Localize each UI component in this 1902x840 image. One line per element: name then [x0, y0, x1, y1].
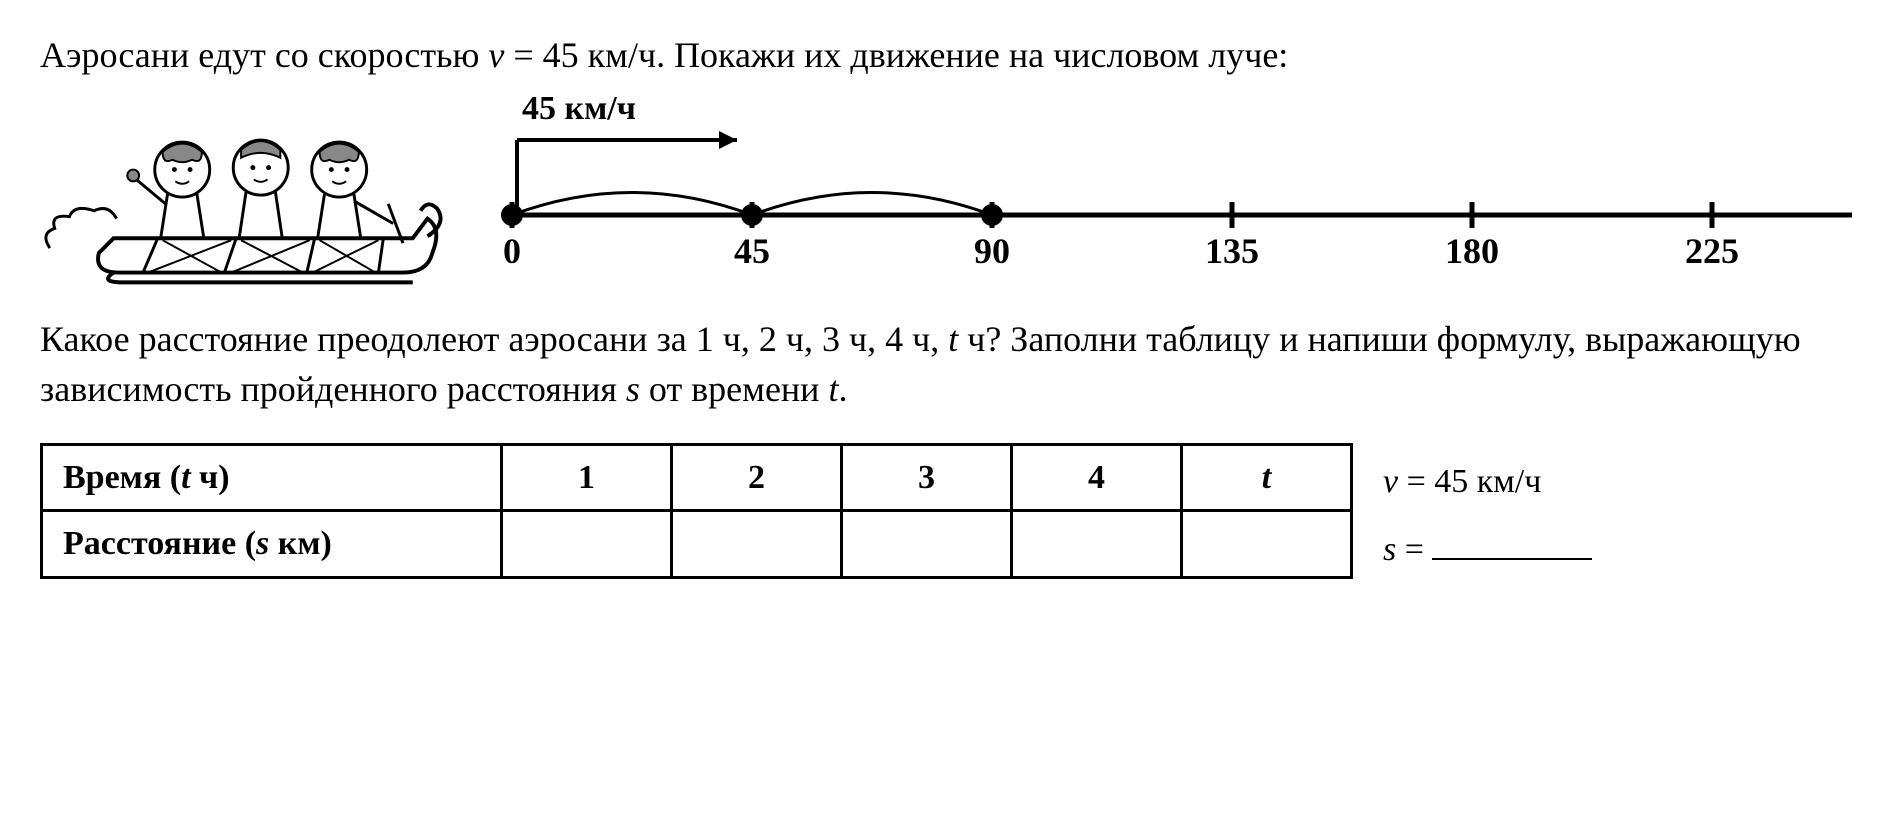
q-part3: от времени [640, 369, 829, 409]
svg-text:0: 0 [503, 231, 521, 271]
distance-label-cell: Расстояние (s км) [42, 511, 502, 578]
formulas-block: v = 45 км/ч s = [1383, 443, 1592, 584]
time-label-cell: Время (t ч) [42, 444, 502, 511]
problem-statement: Аэросани едут со скоростью v = 45 км/ч. … [40, 30, 1862, 80]
formula-v-text: = 45 км/ч [1398, 463, 1541, 500]
number-line-svg: 0 45 90 135 180 225 [482, 95, 1862, 275]
svg-text:225: 225 [1685, 231, 1739, 271]
speed-value: 45 км/ч [543, 35, 656, 75]
dist-cell-1[interactable] [502, 511, 672, 578]
q-var-t: t [948, 319, 958, 359]
time-cell-2[interactable]: 2 [672, 444, 842, 511]
data-table: Время (t ч) 1 2 3 4 t Расстояние (s км) [40, 443, 1353, 579]
time-label-2: ч) [191, 459, 230, 496]
table-row-distance: Расстояние (s км) [42, 511, 1352, 578]
problem-text-2: . Покажи их движение на числовом луче: [656, 35, 1288, 75]
var-v: v [488, 35, 504, 75]
formula-s-var: s [1383, 531, 1396, 568]
formula-v-var: v [1383, 463, 1398, 500]
dist-label-2: км) [269, 525, 332, 562]
number-line-container: 45 км/ч 04590135180225 [482, 95, 1862, 288]
table-and-formulas: Время (t ч) 1 2 3 4 t Расстояние (s км) … [40, 443, 1862, 584]
time-cell-3[interactable]: 3 [842, 444, 1012, 511]
sleigh-illustration [40, 109, 452, 289]
formula-s: s = [1383, 516, 1592, 584]
formula-s-blank[interactable] [1432, 526, 1592, 560]
dist-cell-3[interactable] [842, 511, 1012, 578]
time-cell-4[interactable]: 4 [1012, 444, 1182, 511]
table-row-time: Время (t ч) 1 2 3 4 t [42, 444, 1352, 511]
time-label-1: Время ( [63, 459, 181, 496]
dist-cell-4[interactable] [1012, 511, 1182, 578]
dist-label-var: s [256, 525, 269, 562]
svg-text:90: 90 [974, 231, 1010, 271]
svg-text:180: 180 [1445, 231, 1499, 271]
q-part1: Какое расстояние преодолеют аэросани за … [40, 319, 948, 359]
equals: = [504, 35, 542, 75]
time-label-var: t [181, 459, 190, 496]
diagram-row: 45 км/ч 04590135180225 [40, 95, 1862, 288]
q-var-s: s [626, 369, 640, 409]
dist-cell-2[interactable] [672, 511, 842, 578]
q-var-t2: t [828, 369, 838, 409]
q-part4: . [838, 369, 847, 409]
time-cell-1[interactable]: 1 [502, 444, 672, 511]
dist-label-1: Расстояние ( [63, 525, 256, 562]
dist-cell-t[interactable] [1182, 511, 1352, 578]
speed-arrow-label: 45 км/ч [522, 85, 636, 133]
question-text: Какое расстояние преодолеют аэросани за … [40, 314, 1862, 415]
problem-text-1: Аэросани едут со скоростью [40, 35, 488, 75]
svg-text:45: 45 [734, 231, 770, 271]
time-cell-t[interactable]: t [1182, 444, 1352, 511]
formula-v: v = 45 км/ч [1383, 448, 1592, 516]
svg-text:135: 135 [1205, 231, 1259, 271]
formula-s-text: = [1396, 531, 1432, 568]
